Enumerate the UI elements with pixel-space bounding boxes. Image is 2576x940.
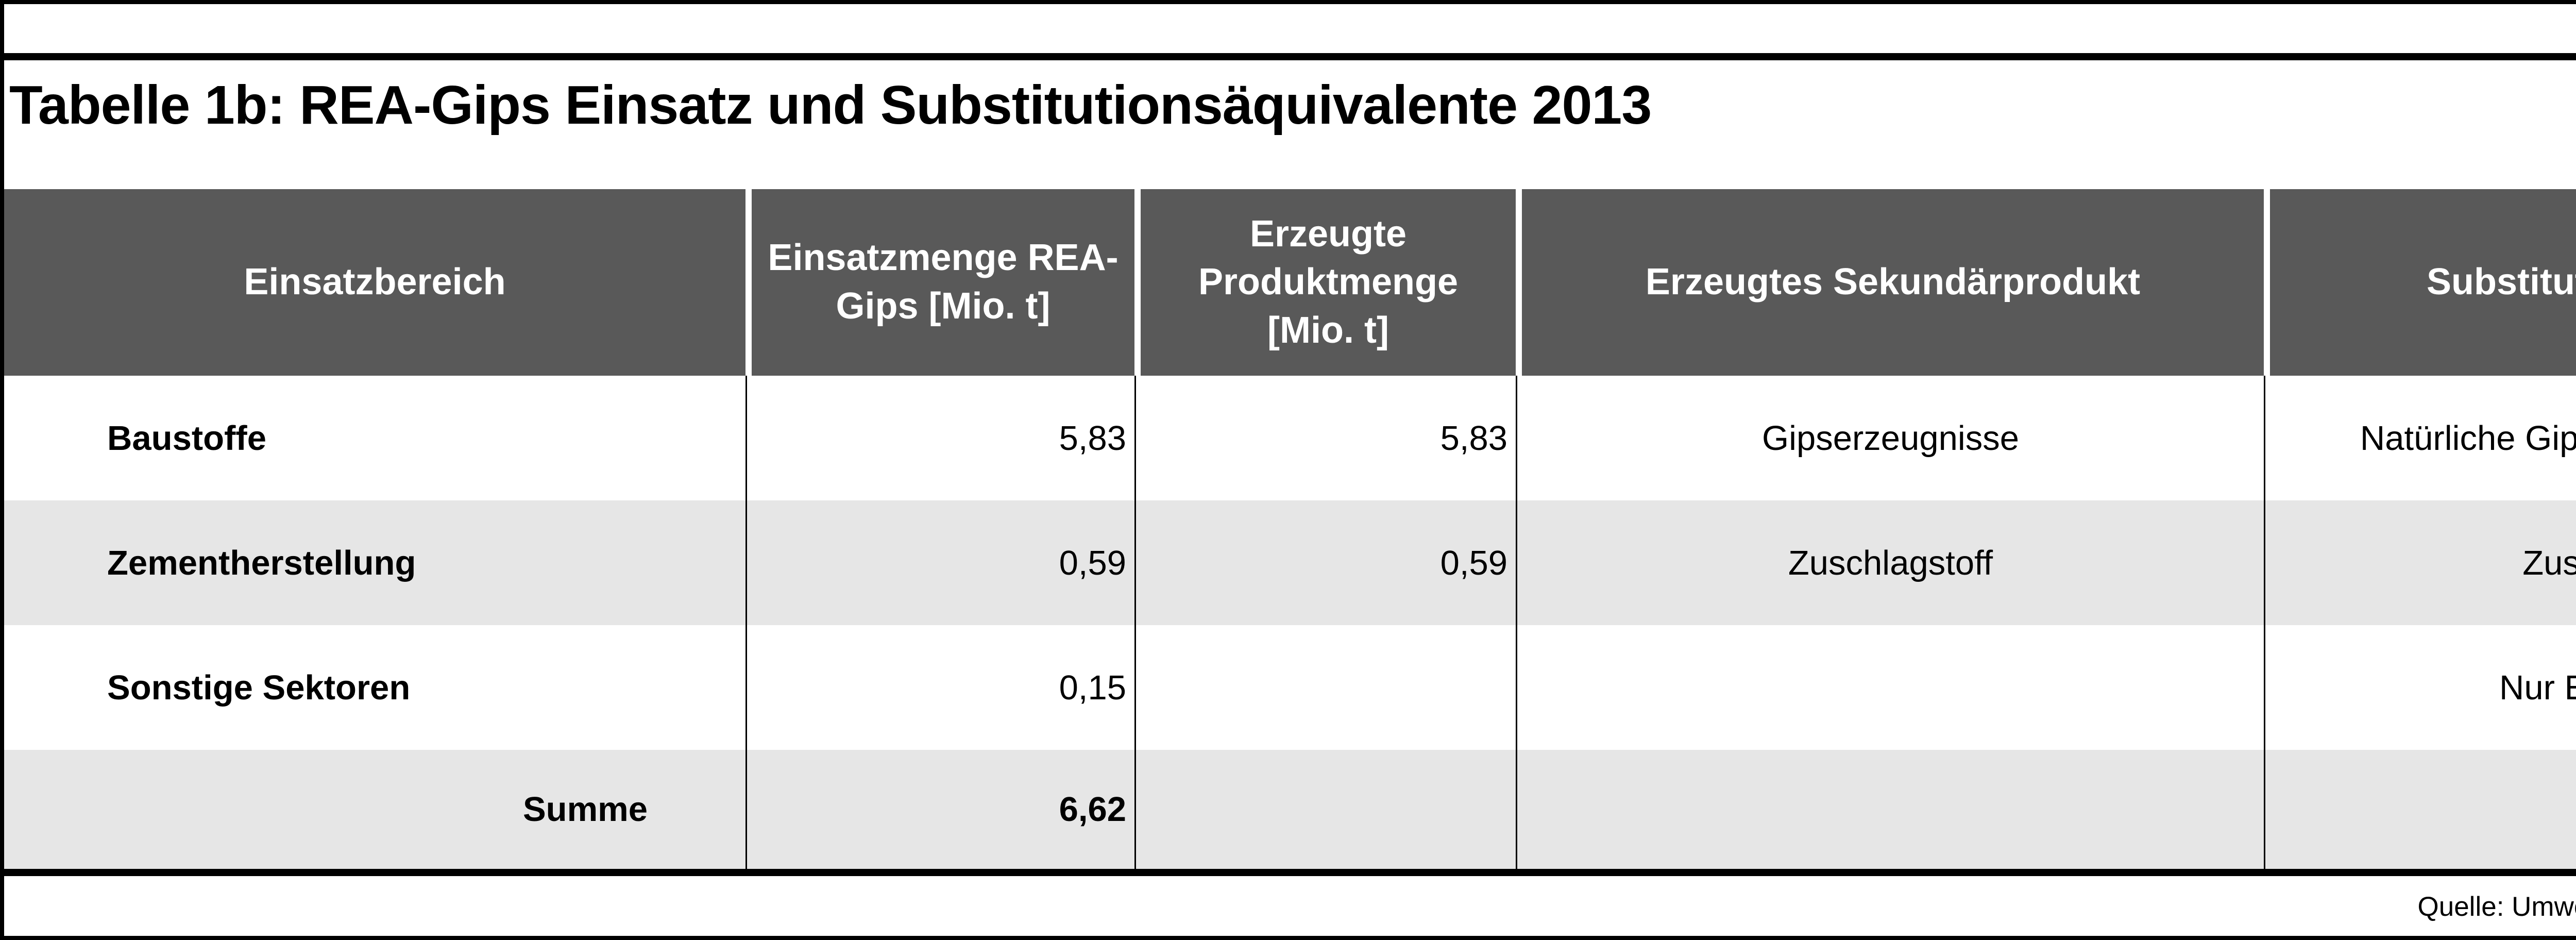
cell-einsatzmenge: 6,62 (745, 750, 1134, 869)
cell-sekundaerprodukt: Zuschlagstoff (1516, 500, 2264, 625)
cell-substitutionsaequivalent (2264, 750, 2576, 869)
table-row: Sonstige Sektoren 0,15 Nur Eigengewicht (4, 625, 2576, 750)
cell-substitutionsaequivalent: Natürliche Gipsgestein und Anhydrit (2264, 376, 2576, 500)
header-cell-produktmenge: Erzeugte Produktmenge [Mio. t] (1134, 189, 1516, 376)
page-title: Tabelle 1b: REA-Gips Einsatz und Substit… (9, 75, 1652, 136)
cell-einsatzmenge: 0,59 (745, 500, 1134, 625)
table-bottom-border (4, 869, 2576, 876)
cell-sekundaerprodukt (1516, 750, 2264, 869)
cell-einsatzbereich: Zementherstellung (107, 543, 416, 582)
table-header-row: Einsatzbereich Einsatzmenge REA- Gips [M… (4, 189, 2576, 376)
cell-einsatzbereich: Sonstige Sektoren (107, 668, 411, 707)
cell-produktmenge: 0,59 (1134, 500, 1516, 625)
cell-sekundaerprodukt (1516, 625, 2264, 750)
cell-einsatzbereich: Baustoffe (107, 418, 266, 458)
cell-einsatzmenge: 0,15 (745, 625, 1134, 750)
source-note: Quelle: Umweltbundesamt, FKZ 3714 93 316… (2417, 891, 2576, 922)
header-cell-einsatzmenge: Einsatzmenge REA- Gips [Mio. t] (745, 189, 1134, 376)
table-row: Zementherstellung 0,59 0,59 Zuschlagstof… (4, 500, 2576, 625)
cell-substitutionsaequivalent: Nur Eigengewicht (2264, 625, 2576, 750)
cell-substitutionsaequivalent: Zuschlagstoffe (2264, 500, 2576, 625)
cell-produktmenge: 5,83 (1134, 376, 1516, 500)
header-cell-sekundaerprodukt: Erzeugtes Sekundärprodukt (1516, 189, 2264, 376)
cell-produktmenge (1134, 625, 1516, 750)
header-cell-substitutionsaequivalent: Substitutionsäquivalent (2264, 189, 2576, 376)
table-row: Baustoffe 5,83 5,83 Gipserzeugnisse Natü… (4, 376, 2576, 500)
table-row-summe: Summe 6,62 (4, 750, 2576, 869)
footer: Quelle: Umweltbundesamt, FKZ 3714 93 316… (4, 877, 2576, 936)
cell-sekundaerprodukt: Gipserzeugnisse (1516, 376, 2264, 500)
cell-produktmenge (1134, 750, 1516, 869)
cell-einsatzbereich: Summe (522, 790, 648, 829)
cell-einsatzmenge: 5,83 (745, 376, 1134, 500)
data-table: Einsatzbereich Einsatzmenge REA- Gips [M… (4, 189, 2576, 876)
top-rule (4, 53, 2576, 60)
header-cell-einsatzbereich: Einsatzbereich (4, 189, 745, 376)
